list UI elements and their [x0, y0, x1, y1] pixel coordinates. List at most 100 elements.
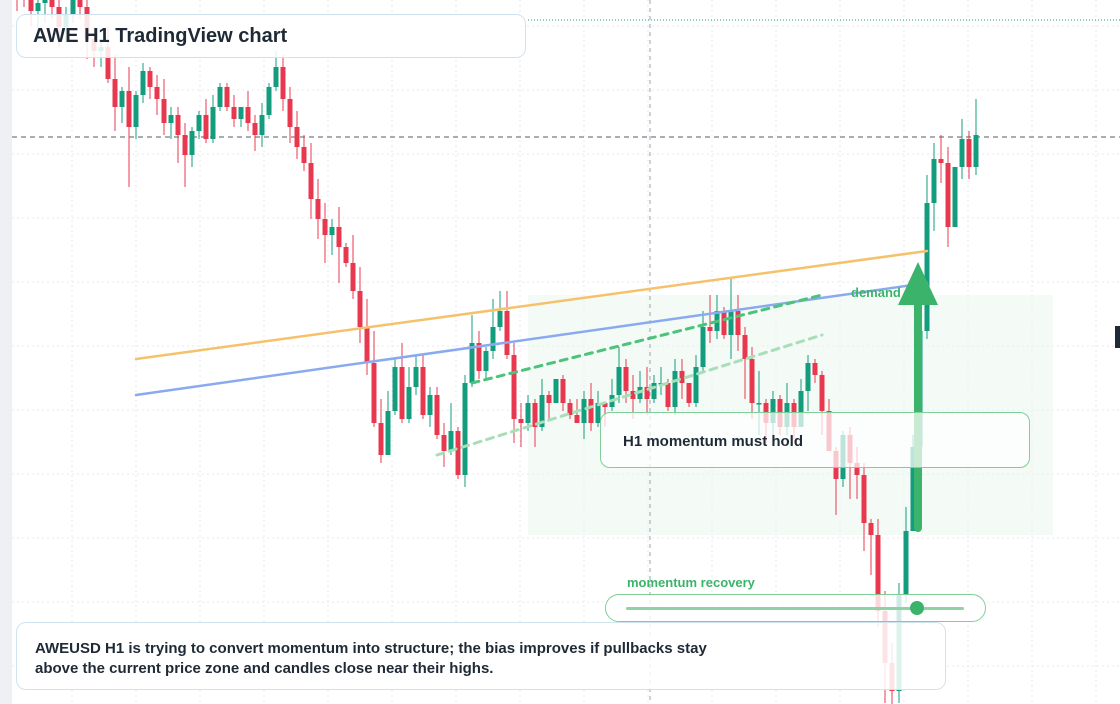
candle-up[interactable] — [497, 311, 503, 327]
candle-down[interactable] — [602, 403, 608, 407]
candle-up[interactable] — [469, 343, 475, 383]
candle-down[interactable] — [742, 335, 748, 359]
candle-up[interactable] — [210, 107, 216, 139]
candle-down[interactable] — [245, 107, 251, 123]
candle-up[interactable] — [427, 395, 433, 415]
candle-up[interactable] — [189, 131, 195, 155]
candle-up[interactable] — [259, 115, 265, 135]
candle-down[interactable] — [322, 219, 328, 235]
candle-down[interactable] — [749, 359, 755, 403]
orange-trendline[interactable] — [134, 249, 929, 361]
green-trendline[interactable] — [470, 293, 824, 385]
candle-down[interactable] — [875, 535, 881, 611]
candle-up[interactable] — [462, 383, 468, 475]
candle-up[interactable] — [483, 351, 489, 371]
candle-down[interactable] — [644, 387, 650, 399]
candle-down[interactable] — [686, 383, 692, 403]
candle-up[interactable] — [119, 91, 125, 107]
candle-up[interactable] — [448, 431, 454, 451]
candle-down[interactable] — [154, 87, 160, 99]
candle-up[interactable] — [581, 399, 587, 423]
candle-down[interactable] — [861, 475, 867, 523]
candle-down[interactable] — [350, 263, 356, 291]
light-green-trendline[interactable] — [435, 333, 824, 457]
candle-up[interactable] — [217, 87, 223, 107]
candle-down[interactable] — [966, 139, 972, 167]
candle-down[interactable] — [511, 355, 517, 419]
candle-down[interactable] — [287, 99, 293, 127]
candle-down[interactable] — [707, 327, 713, 331]
candle-down[interactable] — [455, 431, 461, 475]
candle-up[interactable] — [910, 447, 916, 531]
candle-down[interactable] — [224, 87, 230, 107]
candle-down[interactable] — [126, 91, 132, 127]
candle-down[interactable] — [665, 383, 671, 407]
candle-up[interactable] — [42, 0, 48, 3]
candle-up[interactable] — [595, 403, 601, 423]
candle-up[interactable] — [140, 71, 146, 95]
candle-down[interactable] — [441, 435, 447, 451]
candle-down[interactable] — [476, 343, 482, 371]
candle-up[interactable] — [756, 403, 762, 405]
candle-up[interactable] — [651, 383, 657, 399]
candle-down[interactable] — [105, 47, 111, 79]
candle-up[interactable] — [70, 0, 76, 15]
candle-down[interactable] — [357, 291, 363, 327]
candle-down[interactable] — [147, 71, 153, 87]
candle-up[interactable] — [973, 135, 979, 167]
candle-down[interactable] — [679, 371, 685, 383]
candle-up[interactable] — [798, 391, 804, 427]
candle-up[interactable] — [133, 95, 139, 127]
candle-up[interactable] — [770, 399, 776, 423]
candle-up[interactable] — [168, 115, 174, 123]
candle-down[interactable] — [560, 379, 566, 403]
candle-up[interactable] — [924, 203, 930, 331]
candle-up[interactable] — [266, 87, 272, 115]
candle-up[interactable] — [728, 311, 734, 335]
candle-up[interactable] — [693, 367, 699, 403]
candle-down[interactable] — [112, 79, 118, 107]
candle-down[interactable] — [161, 99, 167, 123]
candle-up[interactable] — [490, 327, 496, 351]
candle-down[interactable] — [336, 227, 342, 247]
candle-up[interactable] — [959, 139, 965, 167]
candle-up[interactable] — [672, 371, 678, 407]
momentum-slider[interactable] — [605, 594, 986, 622]
candle-down[interactable] — [588, 399, 594, 423]
candle-up[interactable] — [700, 327, 706, 367]
candle-down[interactable] — [721, 311, 727, 335]
candle-down[interactable] — [434, 395, 440, 435]
candle-up[interactable] — [539, 395, 545, 427]
candle-down[interactable] — [819, 375, 825, 411]
candle-down[interactable] — [252, 123, 258, 135]
candle-up[interactable] — [35, 3, 41, 11]
candle-up[interactable] — [413, 367, 419, 387]
candle-down[interactable] — [231, 107, 237, 119]
candle-down[interactable] — [574, 415, 580, 423]
candle-up[interactable] — [385, 411, 391, 455]
candle-down[interactable] — [630, 391, 636, 399]
candle-down[interactable] — [371, 363, 377, 423]
candle-up[interactable] — [196, 115, 202, 131]
candle-up[interactable] — [903, 531, 909, 595]
candle-down[interactable] — [182, 135, 188, 155]
candle-down[interactable] — [623, 367, 629, 391]
candle-down[interactable] — [280, 67, 286, 99]
candle-up[interactable] — [616, 367, 622, 395]
candle-up[interactable] — [805, 363, 811, 391]
candle-down[interactable] — [938, 159, 944, 163]
candle-down[interactable] — [812, 363, 818, 375]
candle-down[interactable] — [315, 199, 321, 219]
candle-down[interactable] — [420, 367, 426, 415]
candle-up[interactable] — [392, 367, 398, 411]
candle-up[interactable] — [952, 167, 958, 227]
candle-down[interactable] — [854, 463, 860, 475]
candle-down[interactable] — [364, 327, 370, 363]
candle-down[interactable] — [301, 147, 307, 163]
candle-down[interactable] — [399, 367, 405, 419]
candle-down[interactable] — [518, 419, 524, 423]
candle-down[interactable] — [504, 311, 510, 355]
candle-down[interactable] — [28, 0, 34, 11]
candle-down[interactable] — [308, 163, 314, 199]
slider-knob[interactable] — [909, 601, 924, 615]
